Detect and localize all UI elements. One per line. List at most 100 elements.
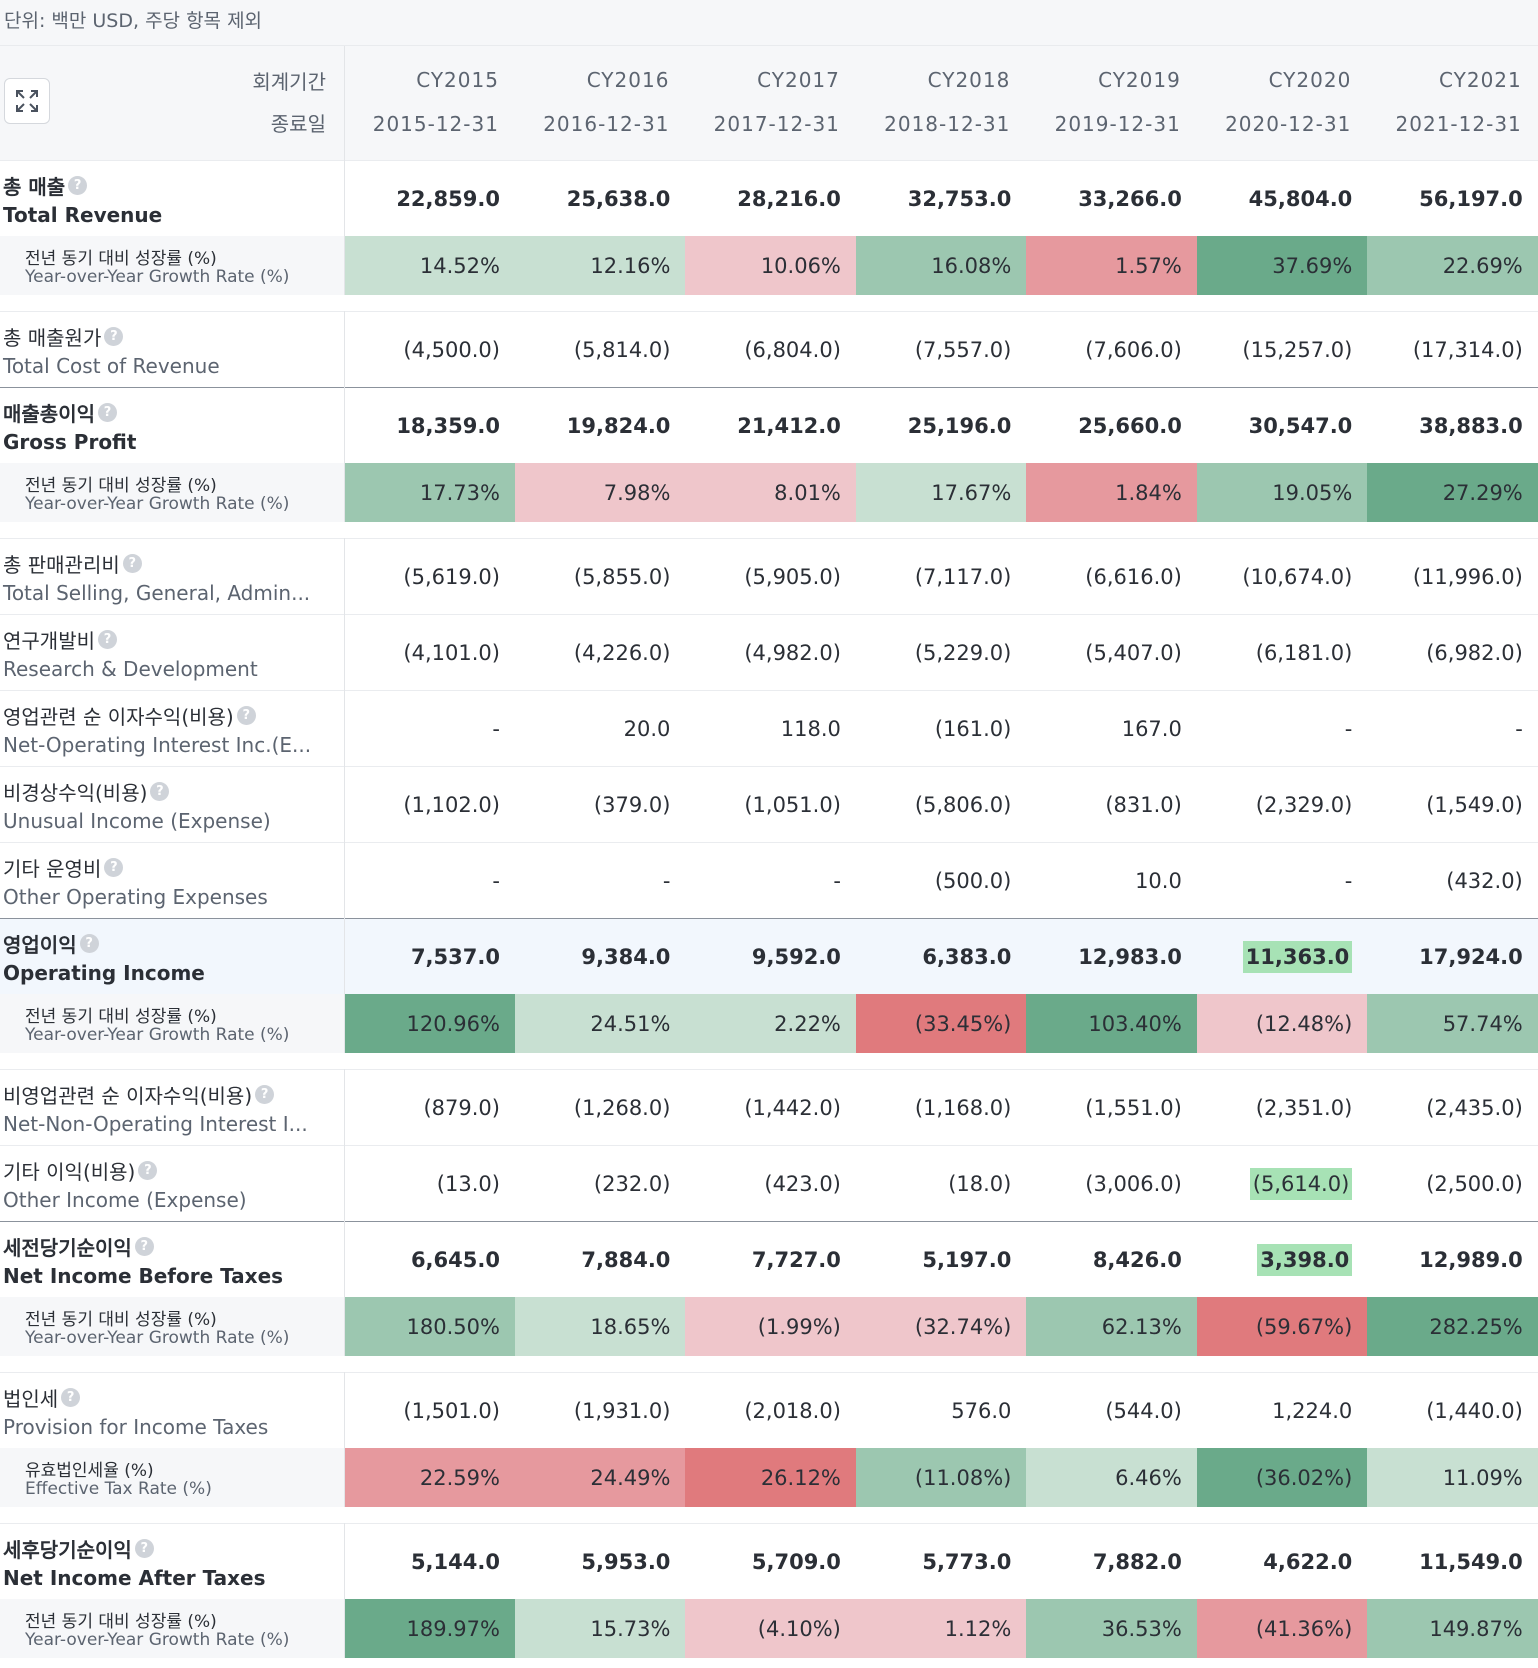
cell-value: (2,500.0) [1426,1171,1523,1196]
row-label-ko: 비영업관련 순 이자수익(비용)? [3,1080,343,1109]
cell-value: 11,363.0 [1242,940,1353,973]
spacer-cell [0,1356,1538,1373]
row-label-ko-text: 기타 이익(비용) [3,1159,136,1184]
growth-cell: 62.13% [1026,1297,1197,1356]
help-icon[interactable]: ? [255,1084,275,1104]
help-icon[interactable]: ? [236,705,256,725]
row-label-cell: 전년 동기 대비 성장률 (%) Year-over-Year Growth Ra… [0,236,345,295]
help-icon[interactable]: ? [150,781,170,801]
row-spacer [0,295,1538,312]
growth-cell: 26.12% [685,1448,856,1507]
cell-value: 32,753.0 [907,186,1012,211]
row-spacer [0,1053,1538,1070]
help-icon[interactable]: ? [122,553,142,573]
value-cell: 25,660.0 [1026,387,1197,463]
spacer-cell [0,295,1538,312]
period-name: CY2016 [586,68,670,92]
cell-value: 14.52% [419,253,500,278]
expand-button[interactable] [4,78,50,124]
value-cell: (5,814.0) [514,311,686,388]
help-icon[interactable]: ? [104,326,124,346]
growth-cell: 10.06% [685,236,856,295]
help-icon[interactable]: ? [79,933,99,953]
row-label-en: Net-Operating Interest Inc.(E... [3,732,312,757]
cell-value: 27.29% [1442,480,1523,505]
cell-value: 15.73% [590,1616,671,1641]
period-header-cell[interactable]: CY2015 2015-12-31 [344,46,515,161]
row-label-en: Other Income (Expense) [3,1187,247,1212]
cell-value: - [1344,868,1353,893]
value-cell: 7,537.0 [344,918,515,994]
row-label-cell: 매출총이익? Gross Profit [0,387,345,463]
cell-value: (6,616.0) [1085,564,1182,589]
row-label-ko: 총 매출원가? [3,322,343,351]
row-label-en: Net Income After Taxes [3,1565,266,1590]
row-label-cell: 전년 동기 대비 성장률 (%) Year-over-Year Growth Ra… [0,1297,345,1356]
value-cell: 32,753.0 [855,160,1027,236]
value-cell: 9,592.0 [685,918,856,994]
cell-value: 57.74% [1442,1011,1523,1036]
table-row: 영업관련 순 이자수익(비용)? Net-Operating Interest I… [0,690,1538,767]
cell-value: 17,924.0 [1419,944,1523,969]
growth-cell: 8.01% [685,463,856,522]
value-cell: 28,216.0 [685,160,856,236]
help-icon[interactable]: ? [98,629,117,649]
period-header-cell[interactable]: CY2019 2019-12-31 [1026,46,1197,161]
cell-value: (32.74%) [914,1314,1012,1339]
row-label-cell: 총 매출? Total Revenue [0,160,345,236]
value-cell: (161.0) [855,690,1027,767]
cell-value: 38,883.0 [1419,413,1523,438]
value-cell: (1,549.0) [1367,766,1538,843]
growth-cell: 17.67% [855,463,1027,522]
value-cell: (5,614.0) [1196,1145,1368,1222]
value-cell: - [1196,690,1368,767]
help-icon[interactable]: ? [68,175,88,195]
period-header-cell[interactable]: CY2018 2018-12-31 [855,46,1027,161]
row-label-ko: 유효법인세율 (%) [25,1456,343,1481]
cell-value: (1,549.0) [1426,792,1523,817]
help-icon[interactable]: ? [134,1538,154,1558]
value-cell: (10,674.0) [1196,538,1368,615]
help-icon[interactable]: ? [138,1160,158,1180]
cell-value: (1.99%) [757,1314,841,1339]
cell-value: 1.12% [944,1616,1012,1641]
growth-cell: 282.25% [1367,1297,1538,1356]
help-icon[interactable]: ? [98,402,117,422]
cell-value: 10.0 [1135,868,1182,893]
cell-value: (11,996.0) [1412,564,1523,589]
value-cell: (2,329.0) [1196,766,1368,843]
period-header-cell[interactable]: CY2020 2020-12-31 [1196,46,1368,161]
cell-value: 11.09% [1442,1465,1523,1490]
value-cell: (5,229.0) [855,614,1027,691]
financial-table: 회계기간 종료일 CY2015 2015-12-31 CY2016 2016-12-3… [0,46,1538,1668]
growth-cell: 6.46% [1026,1448,1197,1507]
value-cell: - [685,842,856,919]
period-header-cell[interactable]: CY2017 2017-12-31 [685,46,856,161]
row-label-ko-text: 전년 동기 대비 성장률 (%) [25,476,217,496]
row-spacer [0,1507,1538,1524]
row-label-en: Year-over-Year Growth Rate (%) [25,1328,290,1348]
help-icon[interactable]: ? [134,1236,154,1256]
help-icon[interactable]: ? [104,857,124,877]
growth-row: 유효법인세율 (%) Effective Tax Rate (%) 22.59% 24… [0,1448,1538,1507]
value-cell: (4,982.0) [685,614,856,691]
help-icon[interactable]: ? [61,1387,81,1407]
row-label-ko-text: 총 판매관리비 [3,552,120,577]
table-row: 비영업관련 순 이자수익(비용)? Net-Non-Operating Inter… [0,1069,1538,1146]
row-label-en: Other Operating Expenses [3,884,268,909]
cell-value: 10.06% [760,253,841,278]
growth-cell: 1.12% [855,1599,1027,1658]
growth-row: 전년 동기 대비 성장률 (%) Year-over-Year Growth Ra… [0,463,1538,522]
growth-cell: (1.99%) [685,1297,856,1356]
period-header-cell[interactable]: CY2016 2016-12-31 [514,46,686,161]
cell-value: 12.16% [590,253,671,278]
value-cell: 22,859.0 [344,160,515,236]
cell-value: (3,006.0) [1085,1171,1182,1196]
value-cell: (18.0) [855,1145,1027,1222]
cell-value: 1.57% [1115,253,1182,278]
growth-cell: (12.48%) [1196,994,1368,1053]
cell-value: 18,359.0 [396,413,500,438]
period-name: CY2015 [416,68,499,92]
period-header-cell[interactable]: CY2021 2021-12-31 [1367,46,1538,161]
